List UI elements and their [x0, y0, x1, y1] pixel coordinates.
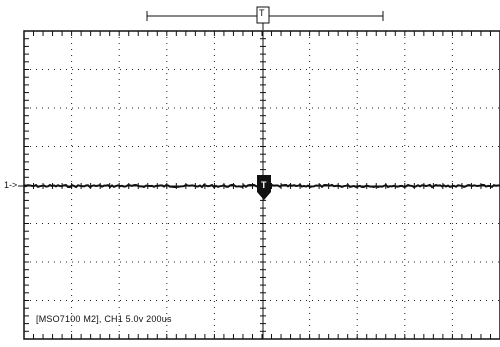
trigger-center-marker[interactable] [257, 175, 271, 200]
trigger-center-label: T [261, 180, 267, 190]
channel-1-marker[interactable]: 1-> [4, 180, 18, 190]
status-readout: [MSO7100 M2], CH1 5.0v 200us [36, 314, 172, 324]
trigger-position-bracket[interactable] [146, 6, 384, 30]
trigger-position-label: T [259, 8, 265, 18]
